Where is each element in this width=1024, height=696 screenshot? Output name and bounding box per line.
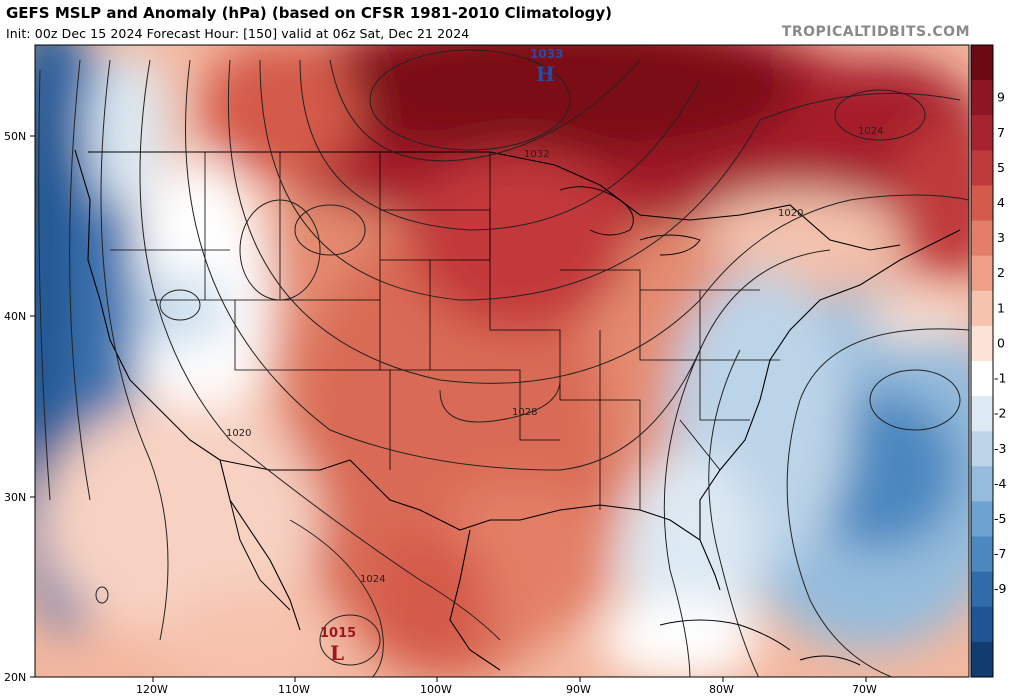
high-pressure-center: 1033 H xyxy=(530,47,563,86)
colorbar-label: 3 xyxy=(997,230,1005,245)
lat-label: 20N xyxy=(4,671,26,684)
colorbar: 9 7 5 4 3 2 1 0 -1 -2 -3 -4 -5 -7 -9 xyxy=(970,44,1007,678)
high-pressure-value: 1033 xyxy=(530,47,563,61)
latitude-axis: 50N 40N 30N 20N xyxy=(4,130,35,684)
lon-label: 120W xyxy=(136,683,168,696)
colorbar-label: 0 xyxy=(997,335,1005,350)
lat-label: 30N xyxy=(4,491,26,504)
colorbar-swatch xyxy=(971,45,993,81)
lat-label: 50N xyxy=(4,130,26,143)
lon-label: 110W xyxy=(278,683,310,696)
colorbar-label: -9 xyxy=(994,581,1007,596)
colorbar-swatch xyxy=(971,255,993,292)
colorbar-swatch xyxy=(971,606,993,643)
colorbar-label: -5 xyxy=(994,511,1006,526)
site-watermark: TROPICALTIDBITS.COM xyxy=(781,24,970,40)
colorbar-swatch xyxy=(971,641,993,678)
colorbar-swatch xyxy=(971,431,993,467)
longitude-axis: 120W 110W 100W 90W 80W 70W xyxy=(136,677,877,696)
colorbar-swatch xyxy=(971,185,993,222)
colorbar-label: -3 xyxy=(994,441,1006,456)
map-subtitle: Init: 00z Dec 15 2024 Forecast Hour: [15… xyxy=(6,26,470,41)
isobar-label: 1032 xyxy=(524,149,549,160)
colorbar-swatch xyxy=(971,290,993,327)
lon-label: 100W xyxy=(420,683,452,696)
low-pressure-center: 1015 L xyxy=(320,626,356,665)
isobars xyxy=(38,49,969,677)
colorbar-swatch xyxy=(971,361,993,397)
colorbar-label: 7 xyxy=(997,125,1005,140)
map-title: GEFS MSLP and Anomaly (hPa) (based on CF… xyxy=(6,4,612,22)
map-frame xyxy=(34,44,970,678)
boundaries xyxy=(74,149,961,671)
colorbar-label: -7 xyxy=(994,546,1006,561)
isobar-labels: 1032 1024 1020 1028 1020 1024 xyxy=(226,126,883,585)
low-pressure-symbol: L xyxy=(330,641,344,665)
lon-label: 90W xyxy=(566,683,591,696)
high-pressure-symbol: H xyxy=(536,62,555,86)
colorbar-swatch xyxy=(971,466,993,502)
colorbar-label: -4 xyxy=(994,476,1007,491)
colorbar-swatch xyxy=(971,325,993,362)
colorbar-label: 5 xyxy=(997,160,1005,175)
colorbar-swatch xyxy=(971,536,993,573)
colorbar-swatch xyxy=(971,396,993,432)
colorbar-swatch xyxy=(971,220,993,257)
lat-label: 40N xyxy=(4,310,26,323)
colorbar-label: 1 xyxy=(997,300,1005,315)
isobar-label: 1020 xyxy=(778,208,803,219)
colorbar-swatch xyxy=(971,150,993,186)
colorbar-label: -1 xyxy=(994,371,1006,386)
colorbar-swatch xyxy=(971,115,993,151)
colorbar-swatch xyxy=(971,571,993,608)
isobar-label: 1020 xyxy=(226,428,251,439)
low-pressure-value: 1015 xyxy=(320,626,356,641)
colorbar-label: -2 xyxy=(994,406,1006,421)
colorbar-swatch xyxy=(971,501,993,538)
isobar-label: 1024 xyxy=(360,574,385,585)
isobar-label: 1028 xyxy=(512,407,537,418)
colorbar-swatch xyxy=(971,80,993,116)
isobar-label: 1024 xyxy=(858,126,883,137)
colorbar-frame xyxy=(970,44,994,678)
colorbar-label: 4 xyxy=(997,195,1005,210)
lon-label: 80W xyxy=(709,683,734,696)
colorbar-label: 9 xyxy=(997,90,1005,105)
lon-label: 70W xyxy=(852,683,877,696)
colorbar-label: 2 xyxy=(997,265,1005,280)
